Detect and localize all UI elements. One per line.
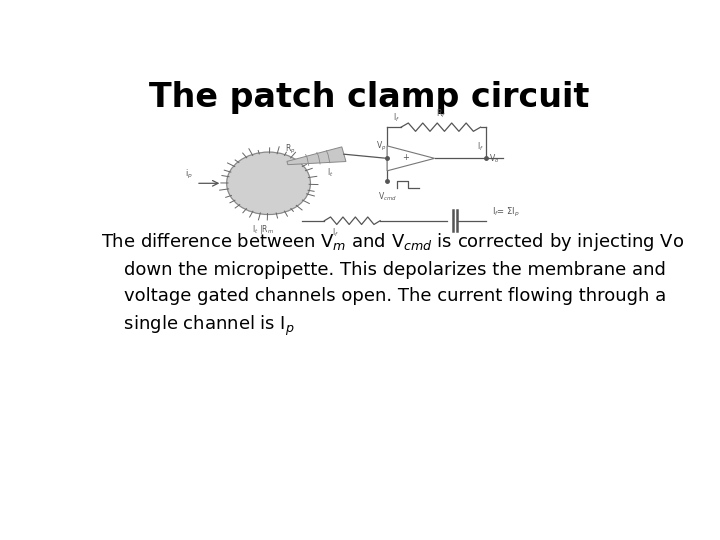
Text: R$_p$: R$_p$: [285, 143, 296, 156]
Text: I$_f$= ΣI$_p$: I$_f$= ΣI$_p$: [492, 206, 520, 219]
Text: I$_f$: I$_f$: [477, 141, 484, 153]
Text: R$_f$: R$_f$: [436, 107, 446, 120]
Text: V$_o$: V$_o$: [489, 152, 500, 165]
Polygon shape: [387, 146, 435, 171]
Text: I$_t$: I$_t$: [327, 166, 333, 179]
Text: V$_{cmd}$: V$_{cmd}$: [378, 191, 397, 203]
Text: The patch clamp circuit: The patch clamp circuit: [149, 82, 589, 114]
Text: I$_f$: I$_f$: [392, 111, 400, 124]
Polygon shape: [287, 147, 346, 165]
Text: I$_f$: I$_f$: [332, 227, 339, 239]
Text: V$_p$: V$_p$: [376, 140, 386, 153]
Circle shape: [227, 152, 310, 214]
Text: i$_p$: i$_p$: [185, 168, 193, 181]
Text: The difference between V$_{m}$ and V$_{cmd}$ is corrected by injecting Vo
    do: The difference between V$_{m}$ and V$_{c…: [101, 231, 684, 338]
Text: +: +: [402, 153, 409, 161]
Text: I$_t$ |R$_m$: I$_t$ |R$_m$: [252, 223, 274, 236]
